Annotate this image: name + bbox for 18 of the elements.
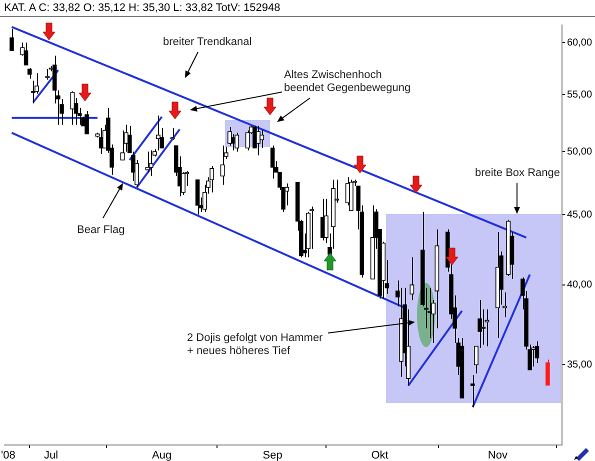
y-tick-label: 40,00 xyxy=(567,280,592,291)
x-tick-label: Nov xyxy=(488,450,508,461)
y-tick-label: 50,00 xyxy=(567,146,592,158)
x-tick-label: Jul xyxy=(44,450,58,461)
chart-title: KAT. A C: 33,82 O: 35,12 H: 35,30 L: 33,82 TotV: 152948 xyxy=(4,2,280,14)
x-tick-label: Sep xyxy=(262,450,282,461)
annotation: breiter Trendkanal xyxy=(163,36,252,49)
y-tick-label: 35,00 xyxy=(567,359,592,370)
x-tick-label: Okt xyxy=(371,450,388,461)
annotation: Bear Flag xyxy=(77,224,125,237)
y-tick-label: 60,00 xyxy=(567,37,592,48)
annotation: Altes Zwischenhoch beendet Gegenbewegung xyxy=(284,69,411,95)
y-tick-label: 45,00 xyxy=(567,209,592,220)
y-tick-label: 55,00 xyxy=(567,89,592,100)
x-tick-label: Aug xyxy=(152,450,172,461)
annotation: 2 Dojis gefolgt von Hammer + neues höheres Tief xyxy=(187,332,323,358)
x-tick-label: '08 xyxy=(0,450,16,461)
annotation: breite Box Range xyxy=(475,167,560,180)
